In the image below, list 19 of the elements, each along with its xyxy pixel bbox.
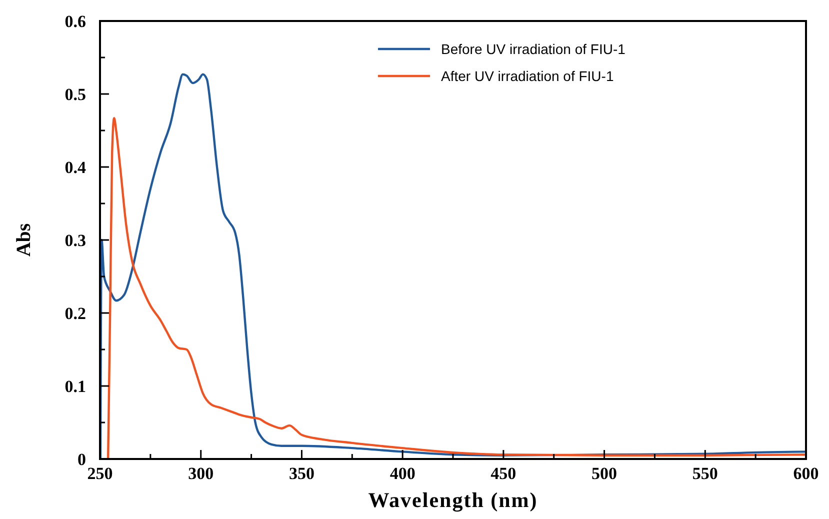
legend-label: After UV irradiation of FIU-1 <box>441 68 614 84</box>
x-tick-label: 250 <box>87 464 113 483</box>
x-tick-label: 600 <box>793 464 819 483</box>
y-tick-label: 0.1 <box>64 377 86 396</box>
y-tick-label: 0.3 <box>64 231 86 250</box>
x-tick-label: 300 <box>188 464 214 483</box>
y-tick-label: 0.2 <box>64 304 86 323</box>
x-tick-label: 350 <box>288 464 314 483</box>
y-axis-title: Abs <box>13 223 35 257</box>
y-tick-label: 0 <box>78 450 86 469</box>
legend-label: Before UV irradiation of FIU-1 <box>441 41 626 57</box>
y-tick-label: 0.5 <box>64 85 86 104</box>
y-tick-label: 0.6 <box>64 12 86 31</box>
x-tick-label: 500 <box>592 464 618 483</box>
x-tick-label: 550 <box>692 464 718 483</box>
x-tick-label: 450 <box>490 464 516 483</box>
x-axis-title: Wavelength (nm) <box>368 488 538 512</box>
y-tick-label: 0.4 <box>64 158 86 177</box>
x-tick-label: 400 <box>390 464 416 483</box>
